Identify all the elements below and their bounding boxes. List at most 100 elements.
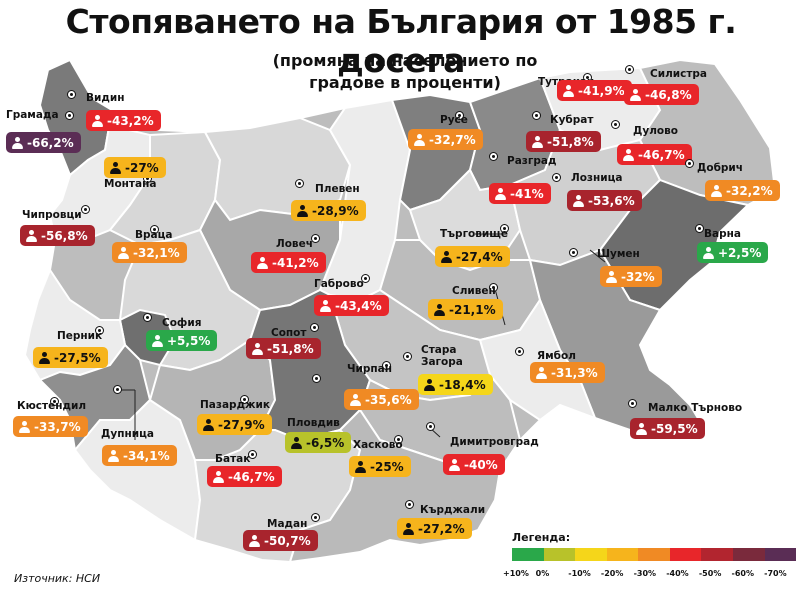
legend-tick-label: -30% xyxy=(633,569,657,578)
city-name: Сливен xyxy=(452,285,496,297)
page-title: Стопяването на България от 1985 г. досег… xyxy=(65,2,737,80)
city-name: Чипровци xyxy=(22,209,82,221)
city-name: Кубрат xyxy=(550,114,594,126)
city-name: Враца xyxy=(135,229,173,241)
person-icon xyxy=(414,133,425,146)
person-icon xyxy=(424,378,435,391)
person-icon xyxy=(110,161,121,174)
change-value: -32% xyxy=(621,269,655,284)
population-change-badge: -51,8% xyxy=(246,338,321,359)
person-icon xyxy=(711,184,722,197)
city-name: Кърджали xyxy=(420,504,486,516)
city-name: Силистра xyxy=(650,68,708,80)
city-name: Пловдив xyxy=(287,417,340,429)
population-change-badge: -28,9% xyxy=(291,200,366,221)
city-name: Търговище xyxy=(440,228,508,240)
change-value: -59,5% xyxy=(651,421,698,436)
city-marker-icon xyxy=(312,374,321,383)
person-icon xyxy=(630,88,641,101)
change-value: -21,1% xyxy=(449,302,496,317)
person-icon xyxy=(441,250,452,263)
city-name: София xyxy=(162,317,202,329)
city-marker-icon xyxy=(113,385,122,394)
change-value: -28,9% xyxy=(312,203,359,218)
legend-ticks: +10% 0% -10% -20% -30% -40% -50% -60% -70% xyxy=(497,569,802,581)
population-change-badge: -27,9% xyxy=(197,414,272,435)
city-marker-icon xyxy=(611,120,620,129)
city-name: Дупница xyxy=(101,428,154,440)
person-icon xyxy=(573,194,584,207)
population-change-badge: -25% xyxy=(349,456,411,477)
legend-color-scale xyxy=(512,548,797,561)
change-value: -46,7% xyxy=(228,469,275,484)
population-change-badge: -41,9% xyxy=(557,80,632,101)
city-name: Хасково xyxy=(353,439,403,451)
legend-tick-label: -50% xyxy=(698,569,722,578)
legend-tick-label: -40% xyxy=(666,569,689,578)
city-name: Малко Търново xyxy=(648,402,743,414)
legend-tick-label: -10% xyxy=(568,569,591,578)
legend-swatch xyxy=(732,548,765,561)
change-value: -43,4% xyxy=(335,298,382,313)
change-value: -46,7% xyxy=(638,147,685,162)
city-marker-icon xyxy=(489,152,498,161)
change-value: -32,1% xyxy=(133,245,180,260)
population-change-badge: -27,5% xyxy=(33,347,108,368)
change-value: -41% xyxy=(510,186,544,201)
population-change-badge: -35,6% xyxy=(344,389,419,410)
person-icon xyxy=(257,256,268,269)
legend-swatch xyxy=(543,548,576,561)
change-value: -41,9% xyxy=(578,83,625,98)
population-change-badge: -32,2% xyxy=(705,180,780,201)
city-marker-icon xyxy=(361,274,370,283)
city-name: Стара Загора xyxy=(421,344,463,368)
population-change-badge: -34,1% xyxy=(102,445,177,466)
person-icon xyxy=(252,342,263,355)
person-icon xyxy=(320,299,331,312)
city-marker-icon xyxy=(532,111,541,120)
source-note: Източник: НСИ xyxy=(14,572,101,585)
population-change-badge: +2,5% xyxy=(697,242,769,263)
city-marker-icon xyxy=(552,173,561,182)
city-marker-icon xyxy=(403,352,412,361)
change-value: +5,5% xyxy=(167,333,211,348)
city-marker-icon xyxy=(81,205,90,214)
population-change-badge: -56,8% xyxy=(20,225,95,246)
person-icon xyxy=(203,418,214,431)
change-value: -51,8% xyxy=(267,341,314,356)
person-icon xyxy=(636,422,647,435)
city-marker-icon xyxy=(405,500,414,509)
city-marker-icon xyxy=(455,111,464,120)
city-marker-icon xyxy=(310,323,319,332)
person-icon xyxy=(118,246,129,259)
population-change-badge: -27% xyxy=(104,157,166,178)
city-name: Чирпан xyxy=(347,363,392,375)
person-icon xyxy=(291,436,302,449)
legend-swatch xyxy=(575,548,607,561)
change-value: -6,5% xyxy=(306,435,345,450)
city-name: Русе xyxy=(440,114,468,126)
person-icon xyxy=(536,366,547,379)
city-name: Добрич xyxy=(697,162,743,174)
legend-title: Легенда: xyxy=(512,531,571,544)
city-marker-icon xyxy=(50,397,59,406)
population-change-badge: -32,1% xyxy=(112,242,187,263)
change-value: -32,7% xyxy=(429,132,476,147)
person-icon xyxy=(355,460,366,473)
city-name: Разград xyxy=(507,155,557,167)
person-icon xyxy=(297,204,308,217)
city-marker-icon xyxy=(382,361,391,370)
change-value: -66,2% xyxy=(27,135,74,150)
person-icon xyxy=(213,470,224,483)
city-name: Пазарджик xyxy=(200,399,270,411)
change-value: -27,4% xyxy=(456,249,503,264)
city-name: Плевен xyxy=(315,183,360,195)
city-marker-icon xyxy=(628,399,637,408)
legend-swatch xyxy=(764,548,797,561)
change-value: -50,7% xyxy=(264,533,311,548)
city-name: Габрово xyxy=(314,278,364,290)
city-name: Лозница xyxy=(571,172,623,184)
person-icon xyxy=(92,114,103,127)
population-change-badge: -43,2% xyxy=(86,110,161,131)
change-value: -33,7% xyxy=(34,419,81,434)
